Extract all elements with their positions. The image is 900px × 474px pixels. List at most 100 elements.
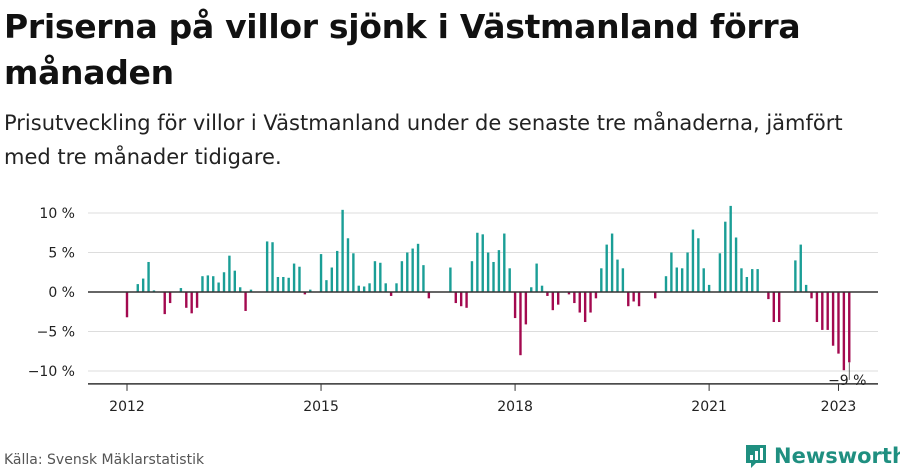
bar: [341, 209, 344, 292]
bar: [583, 292, 587, 323]
bar: [330, 267, 334, 292]
bar: [298, 266, 301, 292]
newsworthy-icon: [746, 445, 766, 468]
bar: [573, 292, 576, 304]
bar: [718, 253, 722, 292]
bar: [384, 283, 387, 292]
bar: [406, 252, 409, 292]
bar: [319, 254, 323, 292]
y-tick-label: −5 %: [37, 325, 75, 341]
bar: [400, 261, 404, 292]
bar: [249, 289, 253, 292]
bar: [449, 267, 452, 292]
bar: [842, 292, 846, 371]
bar: [524, 292, 528, 325]
bar: [777, 292, 781, 323]
bar: [481, 234, 484, 292]
axes: [88, 291, 878, 385]
bar: [535, 263, 538, 292]
bar: [546, 292, 549, 296]
bar: [497, 250, 501, 292]
bar: [303, 292, 307, 295]
bar: [804, 284, 808, 292]
bar: [751, 269, 754, 292]
bar: [675, 267, 678, 292]
x-tick-label: 2012: [109, 399, 145, 415]
bar: [794, 260, 797, 292]
bar: [616, 259, 619, 292]
bar: [201, 276, 204, 292]
chart-title: Priserna på villor sjönk i Västmanland f…: [4, 7, 801, 92]
bar: [190, 292, 193, 314]
y-tick-label: 10 %: [39, 206, 75, 222]
bar: [212, 276, 215, 292]
bar: [233, 270, 236, 292]
bar: [379, 262, 382, 292]
bar: [605, 244, 608, 292]
bar: [826, 292, 829, 330]
bar: [729, 205, 732, 292]
grid-lines: [88, 212, 878, 372]
bar: [195, 292, 199, 308]
bar: [540, 285, 544, 292]
bar: [411, 248, 414, 292]
bar: [519, 292, 522, 356]
bar: [265, 241, 269, 292]
bar: [670, 252, 673, 292]
bar: [632, 292, 635, 302]
bar: [594, 292, 598, 299]
bar: [756, 269, 759, 292]
bar: [152, 290, 156, 292]
bar: [740, 268, 743, 292]
bar: [697, 238, 700, 292]
bar: [362, 286, 366, 292]
bar: [508, 268, 511, 292]
bar: [163, 292, 166, 315]
bar: [492, 261, 495, 292]
bar: [185, 292, 188, 308]
bar: [368, 283, 371, 292]
bar: [238, 287, 242, 292]
bar: [271, 242, 274, 292]
bar: [848, 292, 851, 363]
bar: [680, 268, 684, 292]
bar: [422, 265, 425, 292]
bar: [416, 243, 420, 292]
bar: [664, 276, 668, 292]
source-note: Källa: Svensk Mäklarstatistik: [4, 452, 205, 468]
bar: [530, 287, 533, 292]
bar: [206, 275, 210, 292]
bar: [136, 284, 139, 292]
bars: [125, 205, 851, 371]
bar: [734, 237, 738, 292]
bar: [772, 292, 775, 323]
bar: [691, 229, 695, 292]
bar: [702, 268, 705, 292]
bar: [810, 292, 813, 299]
bar: [837, 292, 840, 354]
bar: [222, 272, 226, 292]
y-tick-label: 0 %: [48, 285, 75, 301]
bar: [486, 252, 490, 292]
bar: [654, 292, 657, 299]
bar: [767, 292, 770, 300]
bar: [147, 261, 150, 292]
bar: [551, 292, 555, 311]
annotations: −9 %: [828, 362, 866, 389]
bar: [600, 268, 603, 292]
bar: [217, 282, 220, 292]
bar: [567, 292, 571, 295]
bar: [686, 252, 689, 292]
y-tick-label: 5 %: [48, 246, 75, 262]
bar: [168, 292, 172, 304]
bar: [373, 261, 377, 292]
bar: [141, 278, 145, 292]
bar: [282, 276, 285, 292]
bar: [831, 292, 835, 346]
bar: [815, 292, 819, 323]
bar: [228, 255, 231, 292]
bar: [352, 253, 355, 292]
bar: [470, 261, 474, 292]
bar: [557, 292, 560, 305]
bar: [589, 292, 592, 313]
